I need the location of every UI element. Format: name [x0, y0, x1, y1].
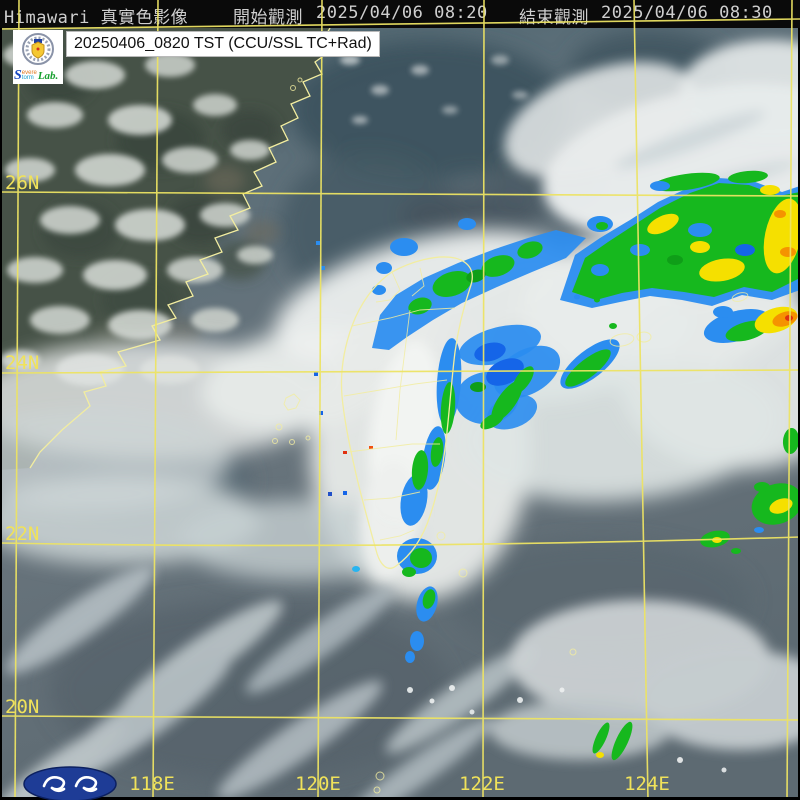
severe-storm-lab-wordmark: S evere torm Lab. — [14, 66, 62, 83]
lab-initial: S — [14, 68, 22, 83]
lab-logo-box: S evere torm Lab. — [13, 30, 63, 84]
obs-start-label: 開始觀測 — [233, 8, 303, 28]
lab-word-top: evere — [21, 70, 37, 76]
obs-start-time: 2025/04/06 08:20 — [316, 3, 488, 23]
cumulus-specks — [407, 685, 727, 773]
lab-word-bottom: torm — [21, 75, 34, 81]
taiwan-coastline — [340, 256, 473, 569]
weather-agency-logo — [23, 766, 117, 800]
lab-suffix: Lab. — [37, 70, 59, 82]
obs-end-label: 結束觀測 — [519, 8, 589, 28]
southern-streak-clouds — [0, 566, 800, 800]
title-bar: Himawari 真實色影像 開始觀測 2025/04/06 08:20 結束觀… — [0, 0, 800, 28]
coastline-overlay — [29, 27, 749, 794]
obs-end-time: 2025/04/06 08:30 — [601, 3, 773, 23]
stamp-text: 20250406_0820 TST (CCU/SSL TC+Rad) — [74, 35, 372, 52]
radar-echo-overlay — [314, 170, 800, 761]
agency-swirl-glyphs — [42, 776, 98, 793]
ccu-seal-icon — [22, 33, 54, 65]
product-title: Himawari 真實色影像 — [4, 8, 189, 28]
timestamp-stamp: 20250406_0820 TST (CCU/SSL TC+Rad) — [66, 31, 380, 57]
